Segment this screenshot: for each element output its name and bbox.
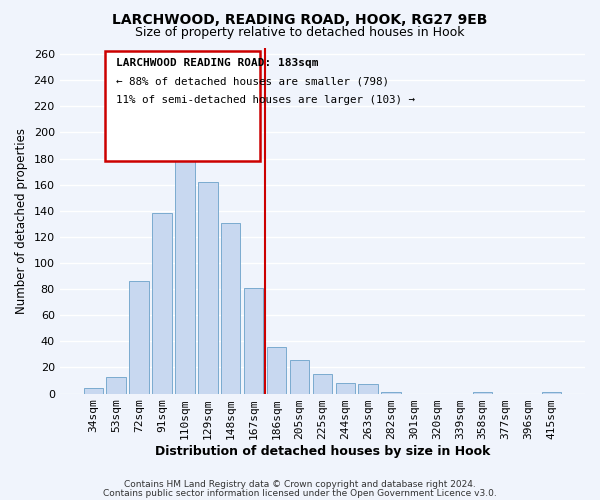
Bar <box>473 392 493 394</box>
FancyBboxPatch shape <box>105 52 260 161</box>
Bar <box>542 392 561 394</box>
Text: Contains HM Land Registry data © Crown copyright and database right 2024.: Contains HM Land Registry data © Crown c… <box>124 480 476 489</box>
Bar <box>198 182 218 394</box>
Text: ← 88% of detached houses are smaller (798): ← 88% of detached houses are smaller (79… <box>116 76 389 86</box>
Bar <box>290 360 309 394</box>
Bar <box>175 122 194 394</box>
Bar <box>152 214 172 394</box>
Bar <box>313 374 332 394</box>
Bar <box>83 388 103 394</box>
Bar <box>267 346 286 394</box>
Y-axis label: Number of detached properties: Number of detached properties <box>15 128 28 314</box>
Text: LARCHWOOD, READING ROAD, HOOK, RG27 9EB: LARCHWOOD, READING ROAD, HOOK, RG27 9EB <box>112 12 488 26</box>
Bar <box>358 384 378 394</box>
Bar <box>106 376 126 394</box>
Bar <box>221 222 241 394</box>
Bar <box>335 383 355 394</box>
Text: LARCHWOOD READING ROAD: 183sqm: LARCHWOOD READING ROAD: 183sqm <box>116 58 319 68</box>
Bar <box>244 288 263 394</box>
Text: 11% of semi-detached houses are larger (103) →: 11% of semi-detached houses are larger (… <box>116 94 415 104</box>
Bar <box>130 282 149 394</box>
Text: Contains public sector information licensed under the Open Government Licence v3: Contains public sector information licen… <box>103 489 497 498</box>
Bar <box>382 392 401 394</box>
Text: Size of property relative to detached houses in Hook: Size of property relative to detached ho… <box>135 26 465 39</box>
X-axis label: Distribution of detached houses by size in Hook: Distribution of detached houses by size … <box>155 444 490 458</box>
